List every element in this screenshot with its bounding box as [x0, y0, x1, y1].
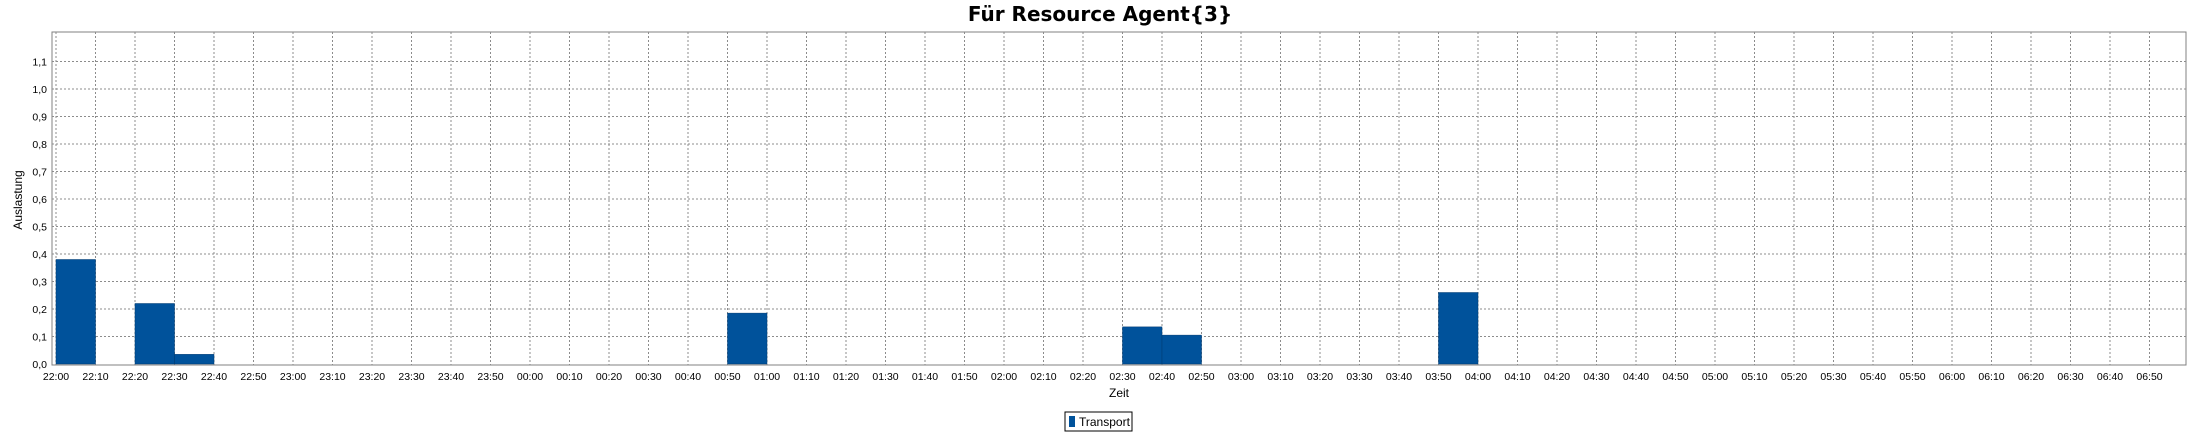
x-tick-label: 22:10 — [82, 371, 108, 383]
y-tick-label: 0,0 — [32, 359, 47, 371]
y-tick-label: 0,8 — [32, 139, 47, 151]
x-tick-label: 23:50 — [477, 371, 503, 383]
y-tick-label: 0,7 — [32, 167, 47, 179]
x-tick-label: 03:10 — [1267, 371, 1293, 383]
y-tick-label: 0,5 — [32, 222, 47, 234]
x-tick-label: 06:10 — [1978, 371, 2004, 383]
x-tick-label: 06:40 — [2097, 371, 2123, 383]
x-tick-label: 01:10 — [793, 371, 819, 383]
legend-swatch — [1069, 416, 1075, 427]
x-tick-label: 03:40 — [1386, 371, 1412, 383]
bar-22:30 — [174, 354, 215, 365]
bar-series-transport — [55, 259, 1479, 365]
x-tick-label: 04:30 — [1583, 371, 1609, 383]
x-tick-label: 06:30 — [2057, 371, 2083, 383]
x-tick-label: 02:20 — [1070, 371, 1096, 383]
x-tick-label: 23:30 — [398, 371, 424, 383]
x-tick-label: 06:20 — [2018, 371, 2044, 383]
bar-00:50 — [727, 312, 768, 365]
x-tick-label: 02:00 — [991, 371, 1017, 383]
x-tick-label: 05:10 — [1741, 371, 1767, 383]
x-axis-label: Zeit — [1109, 386, 1130, 400]
x-tick-label: 00:50 — [714, 371, 740, 383]
x-tick-label: 02:40 — [1149, 371, 1175, 383]
x-tick-label: 02:50 — [1188, 371, 1214, 383]
x-tick-label: 01:20 — [833, 371, 859, 383]
x-tick-label: 22:40 — [201, 371, 227, 383]
chart-title: Für Resource Agent{3} — [967, 2, 1233, 26]
x-tick-label: 06:50 — [2136, 371, 2162, 383]
plot-area — [51, 31, 2187, 366]
bar-02:40 — [1161, 334, 1202, 365]
x-tick-label: 01:00 — [754, 371, 780, 383]
x-tick-label: 05:50 — [1899, 371, 1925, 383]
x-tick-label: 22:50 — [240, 371, 266, 383]
x-tick-label: 00:30 — [635, 371, 661, 383]
bar-22:20 — [134, 303, 175, 365]
x-tick-label: 23:40 — [438, 371, 464, 383]
bar-02:30 — [1122, 326, 1163, 365]
x-tick-label: 01:50 — [951, 371, 977, 383]
legend: Transport — [1064, 411, 1133, 432]
x-tick-label: 03:50 — [1425, 371, 1451, 383]
x-tick-label: 05:00 — [1702, 371, 1728, 383]
legend-label: Transport — [1079, 415, 1131, 429]
y-tick-label: 1,1 — [32, 57, 47, 69]
x-tick-label: 00:00 — [517, 371, 543, 383]
y-tick-label: 0,6 — [32, 194, 47, 206]
x-tick-label: 05:40 — [1860, 371, 1886, 383]
x-tick-label: 04:40 — [1623, 371, 1649, 383]
y-tick-label: 0,9 — [32, 112, 47, 124]
x-tick-label: 01:40 — [912, 371, 938, 383]
x-tick-label: 23:20 — [359, 371, 385, 383]
bar-03:50 — [1438, 292, 1479, 365]
y-tick-label: 0,4 — [32, 249, 47, 261]
x-tick-label: 03:30 — [1346, 371, 1372, 383]
y-tick-label: 0,3 — [32, 277, 47, 289]
x-axis-ticks: 22:00 22:10 22:20 22:30 22:40 22:50 23:00 23:10… — [43, 371, 2163, 383]
y-tick-label: 1,0 — [32, 84, 47, 96]
y-tick-label: 0,1 — [32, 332, 47, 344]
x-tick-label: 02:10 — [1030, 371, 1056, 383]
x-tick-label: 00:20 — [596, 371, 622, 383]
x-tick-label: 22:20 — [122, 371, 148, 383]
y-tick-label: 0,2 — [32, 304, 47, 316]
x-tick-label: 03:20 — [1307, 371, 1333, 383]
x-tick-label: 04:10 — [1504, 371, 1530, 383]
x-tick-label: 05:30 — [1820, 371, 1846, 383]
x-tick-label: 04:50 — [1662, 371, 1688, 383]
x-tick-label: 23:00 — [280, 371, 306, 383]
x-tick-label: 00:10 — [556, 371, 582, 383]
x-tick-label: 02:30 — [1109, 371, 1135, 383]
y-axis-ticks: 0,0 0,1 0,2 0,3 0,4 0,5 0,6 0,7 0,8 0,9 1,0 1,1 — [32, 57, 47, 372]
x-tick-label: 23:10 — [319, 371, 345, 383]
x-tick-label: 22:30 — [161, 371, 187, 383]
y-axis-label: Auslastung — [11, 170, 25, 229]
x-tick-label: 01:30 — [872, 371, 898, 383]
grid-lines — [52, 32, 2186, 365]
legend-box — [1064, 411, 1133, 432]
x-tick-label: 03:00 — [1228, 371, 1254, 383]
x-tick-label: 04:20 — [1544, 371, 1570, 383]
x-tick-label: 05:20 — [1781, 371, 1807, 383]
x-tick-label: 00:40 — [675, 371, 701, 383]
x-tick-label: 06:00 — [1939, 371, 1965, 383]
bar-22:00 — [55, 259, 96, 365]
x-tick-label: 22:00 — [43, 371, 69, 383]
x-tick-label: 04:00 — [1465, 371, 1491, 383]
